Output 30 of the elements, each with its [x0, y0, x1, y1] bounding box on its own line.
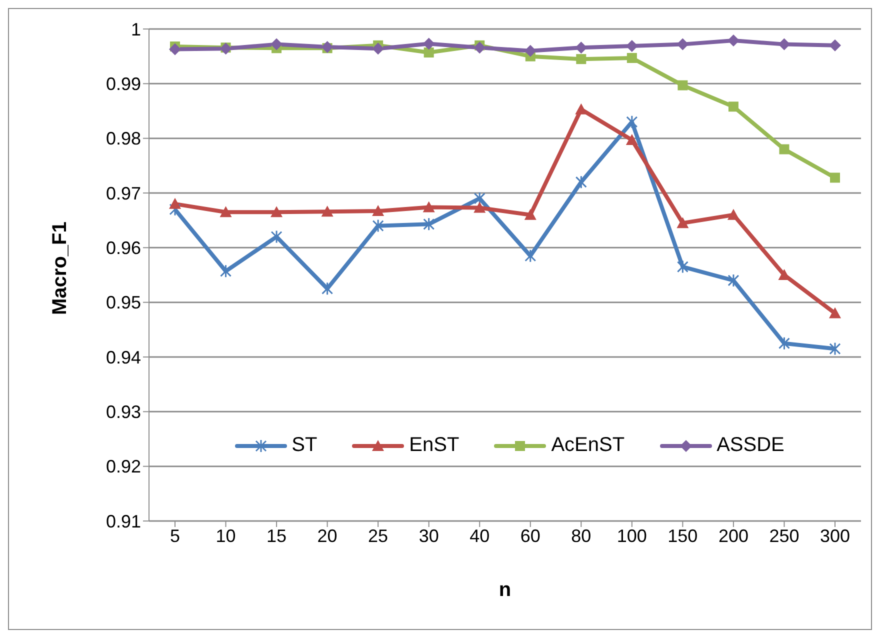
x-tick-label: 5 — [170, 526, 180, 546]
x-tick-label: 100 — [616, 526, 647, 546]
legend-label: ST — [292, 434, 318, 457]
x-tick-label: 20 — [317, 526, 338, 546]
x-tick-label: 150 — [668, 526, 698, 546]
x-tick-label: 200 — [718, 526, 748, 546]
legend-label: ASSDE — [716, 434, 784, 457]
x-tick-label: 30 — [418, 526, 439, 546]
y-axis-title: Macro_F1 — [49, 222, 72, 315]
y-tick-label: 0.93 — [106, 402, 141, 422]
legend-label: AcEnST — [551, 434, 625, 457]
x-tick-label: 300 — [820, 526, 850, 546]
x-tick-label: 25 — [368, 526, 388, 546]
y-tick-label: 0.92 — [106, 456, 141, 477]
y-tick-label: 1 — [130, 19, 141, 40]
x-tick-label: 80 — [571, 526, 592, 546]
x-tick-label: 60 — [520, 526, 540, 546]
y-tick-label: 0.95 — [106, 292, 141, 313]
y-tick-label: 0.97 — [106, 183, 141, 204]
x-tick-label: 15 — [266, 526, 287, 546]
y-tick-label: 0.98 — [106, 128, 141, 149]
x-tick-label: 40 — [470, 526, 490, 546]
x-tick-label: 10 — [216, 526, 236, 546]
y-tick-label: 0.94 — [106, 347, 141, 368]
legend-label: EnST — [409, 434, 460, 457]
y-tick-label: 0.99 — [106, 74, 141, 94]
x-axis-title: n — [498, 579, 512, 601]
x-tick-label: 250 — [769, 526, 800, 546]
y-tick-label: 0.96 — [106, 238, 141, 258]
y-tick-label: 0.91 — [106, 511, 141, 532]
